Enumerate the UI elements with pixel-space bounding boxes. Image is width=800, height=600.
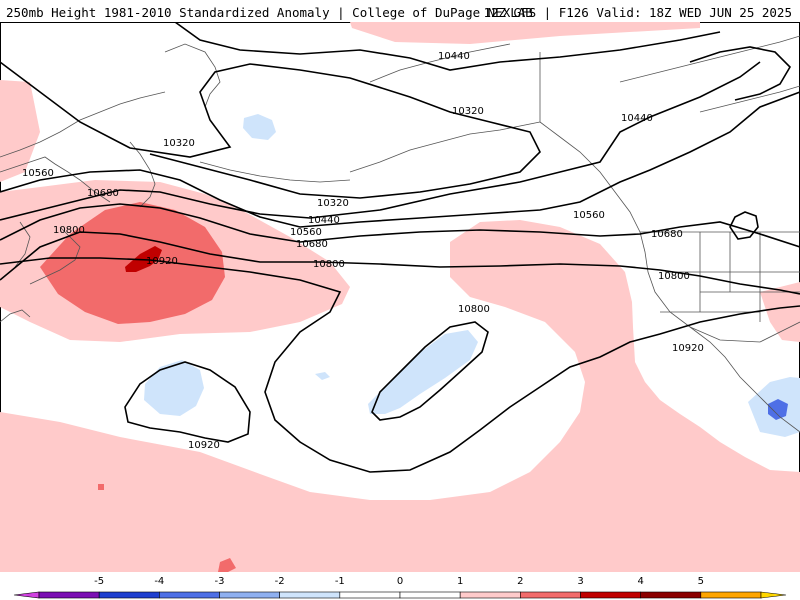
contour-small-us (729, 211, 759, 240)
contour-label: 10800 (458, 304, 490, 315)
small-positive-specks (98, 484, 236, 572)
contour-label: 10320 (452, 106, 484, 117)
colorbar-tick-label: 4 (637, 576, 643, 587)
contour-10440 (0, 61, 761, 221)
contour-labels: 10440 10320 10320 10440 10560 10680 1080… (22, 51, 704, 451)
contour-label: 10560 (290, 227, 322, 238)
contour-10320-bering (0, 61, 541, 199)
contour-label: 10680 (651, 229, 683, 240)
contour-label: 10800 (53, 225, 85, 236)
colorbar-block (279, 591, 341, 599)
pink-top-left (0, 80, 40, 182)
colorbar-block (580, 591, 641, 599)
colorbar-block (339, 591, 401, 599)
colorbar: -5 -4 -3 -2 -1 0 1 2 3 4 5 (13, 576, 787, 599)
contour-label: 10440 (438, 51, 470, 62)
colorbar-tick-label: 3 (577, 576, 583, 587)
colorbar-ticks: -5 -4 -3 -2 -1 0 1 2 3 4 5 (94, 576, 704, 587)
contour-label: 10560 (22, 168, 54, 179)
contour-10800 (0, 231, 800, 295)
blue-midpacific-west (144, 360, 204, 416)
model-valid-time: 12Z GFS | F126 Valid: 18Z WED JUN 25 202… (483, 5, 792, 20)
pink-top-center (350, 22, 700, 44)
contour-label: 10920 (188, 440, 220, 451)
colorbar-tick-label: -4 (154, 576, 164, 587)
colorbar-block (219, 591, 280, 599)
contour-label: 10920 (146, 256, 178, 267)
colorbar-left-arrow (13, 591, 40, 599)
contour-label: 10800 (658, 271, 690, 282)
map-panel: 10440 10320 10320 10440 10560 10680 1080… (0, 22, 800, 572)
colorbar-tick-label: -2 (275, 576, 285, 587)
colorbar-tick-label: 0 (397, 576, 403, 587)
contour-label: 10440 (621, 113, 653, 124)
contour-10920-west (124, 361, 251, 443)
contour-10680 (0, 203, 800, 248)
chart-title: 250mb Height 1981-2010 Standardized Anom… (6, 5, 533, 20)
contour-10920-north (0, 257, 800, 473)
colorbar-block (520, 591, 581, 599)
contour-label: 10440 (308, 215, 340, 226)
colorbar-tick-label: 1 (457, 576, 463, 587)
coastlines (0, 35, 800, 433)
colorbar-block (98, 591, 160, 599)
title-bar: 250mb Height 1981-2010 Standardized Anom… (0, 0, 800, 22)
contour-10800-hawaii (371, 321, 489, 421)
colorbar-tick-label: 5 (698, 576, 704, 587)
height-contours (0, 22, 800, 473)
colorbar-block (399, 591, 461, 599)
colorbar-block (38, 591, 100, 599)
contour-label: 10680 (296, 239, 328, 250)
colorbar-tick-label: -5 (94, 576, 104, 587)
colorbar-block (459, 591, 521, 599)
contour-label: 10680 (87, 188, 119, 199)
contour-10440-right (689, 46, 792, 101)
blue-speck-1 (315, 372, 330, 380)
contour-label: 10320 (163, 138, 195, 149)
colorbar-right-arrow (760, 591, 787, 599)
contour-10440-top (174, 22, 721, 71)
contour-10560 (0, 91, 800, 228)
contour-label: 10920 (672, 343, 704, 354)
colorbar-tick-label: 2 (517, 576, 523, 587)
pink-east-pacific (0, 220, 800, 572)
colorbar-tick-label: -3 (215, 576, 225, 587)
blue-hawaii (368, 330, 478, 414)
colorbar-block (159, 591, 220, 599)
moderate-negative-anomaly (768, 399, 788, 420)
colorbar-tick-label: -1 (335, 576, 345, 587)
contour-label: 10320 (317, 198, 349, 209)
contour-label: 10800 (313, 259, 345, 270)
colorbar-block (640, 591, 702, 599)
contour-label: 10560 (573, 210, 605, 221)
colorbar-blocks (13, 591, 787, 599)
colorbar-block (700, 591, 762, 599)
blue-bering (243, 114, 276, 140)
